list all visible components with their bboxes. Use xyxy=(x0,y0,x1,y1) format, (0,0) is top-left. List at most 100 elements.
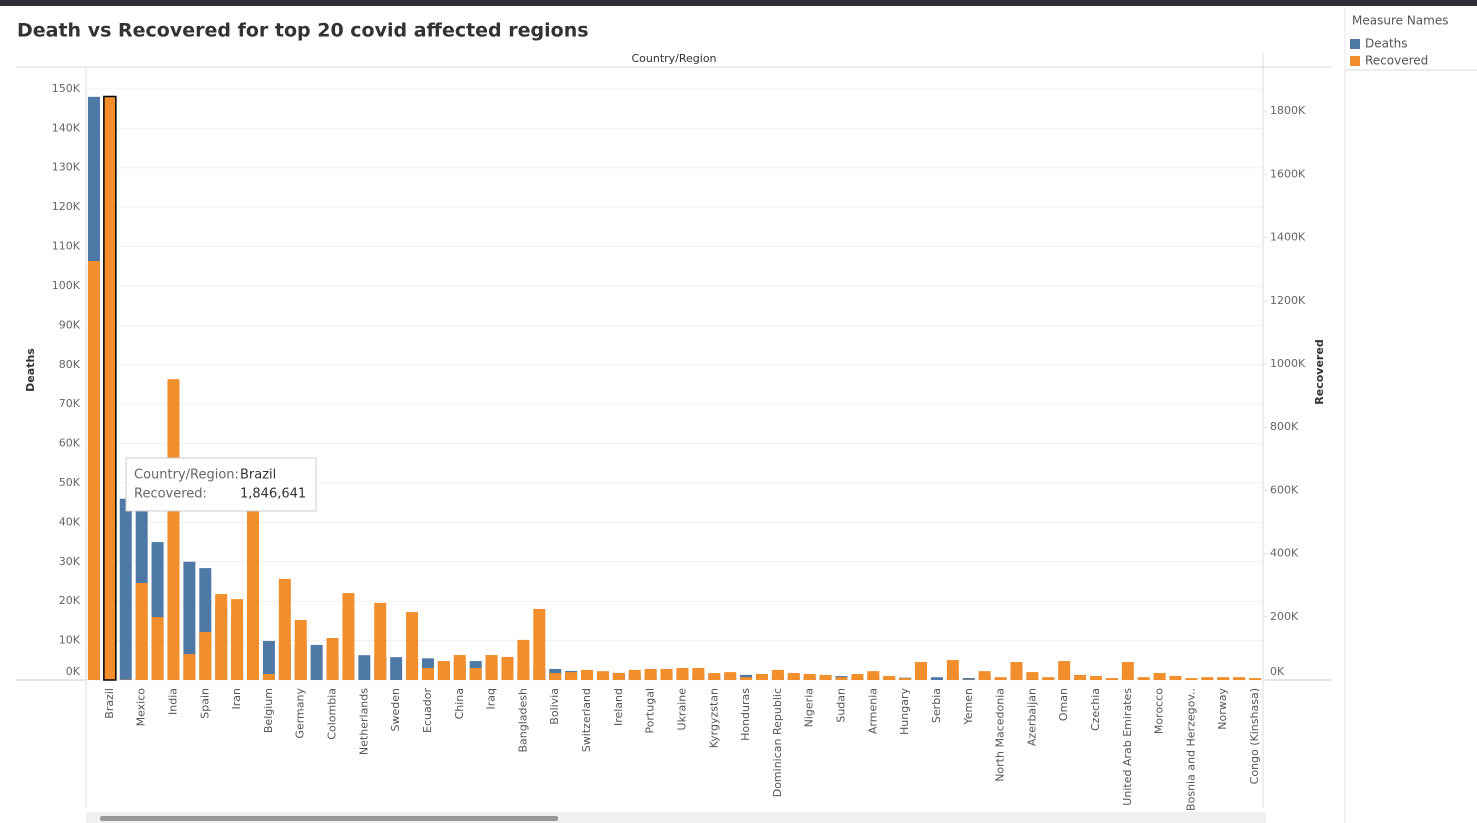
y-tick-label: 50K xyxy=(59,476,81,489)
bar xyxy=(485,655,498,680)
legend-swatch xyxy=(1350,39,1360,49)
y2-tick-label: 400K xyxy=(1270,547,1299,560)
bar xyxy=(199,631,212,680)
y-tick-label: 130K xyxy=(52,161,81,174)
y2-tick-label: 600K xyxy=(1270,483,1299,496)
y-tick-label: 0K xyxy=(66,665,81,678)
x-tick-label: Iraq xyxy=(485,688,498,710)
x-tick-label: Norway xyxy=(1216,688,1229,730)
y2-tick-label: 200K xyxy=(1270,610,1299,623)
bar xyxy=(326,637,339,680)
legend-swatch xyxy=(1350,56,1360,66)
bar xyxy=(1217,677,1230,680)
bar xyxy=(1010,661,1023,680)
bar xyxy=(119,498,132,680)
bar xyxy=(421,667,434,680)
bar xyxy=(262,673,275,680)
bar xyxy=(994,677,1007,680)
bar xyxy=(501,656,514,680)
bar xyxy=(183,561,196,680)
x-tick-label: North Macedonia xyxy=(994,688,1007,782)
top-bar xyxy=(0,0,1477,6)
x-tick-label: Sweden xyxy=(389,688,402,731)
bar xyxy=(390,657,403,680)
bar xyxy=(946,660,959,680)
y2-tick-label: 0K xyxy=(1270,665,1285,678)
x-tick-label: Portugal xyxy=(644,688,657,734)
x-tick-label: Congo (Kinshasa) xyxy=(1248,688,1261,784)
bar xyxy=(1074,674,1087,680)
legend-label: Recovered xyxy=(1365,54,1428,68)
y2-tick-label: 1000K xyxy=(1270,357,1306,370)
x-tick-label: Bangladesh xyxy=(516,688,529,753)
bar xyxy=(596,671,609,680)
x-tick-label: Hungary xyxy=(898,688,911,735)
tooltip-value: Brazil xyxy=(240,468,276,483)
y-tick-label: 70K xyxy=(59,397,81,410)
bar xyxy=(1089,675,1102,680)
bar xyxy=(374,602,387,680)
y-tick-label: 80K xyxy=(59,358,81,371)
y-tick-label: 120K xyxy=(52,200,81,213)
x-tick-label: Kyrgyzstan xyxy=(707,688,720,748)
bar xyxy=(1233,677,1246,680)
tooltip-key: Recovered: xyxy=(134,487,207,502)
x-tick-label: Ecuador xyxy=(421,688,434,733)
chart-title: Death vs Recovered for top 20 covid affe… xyxy=(17,20,589,42)
y-tick-label: 10K xyxy=(59,634,81,647)
y-tick-label: 110K xyxy=(52,240,81,253)
bar xyxy=(231,599,244,680)
scrollbar-track[interactable] xyxy=(86,812,1266,823)
bar xyxy=(565,672,578,680)
bar xyxy=(1153,673,1166,680)
x-tick-label: China xyxy=(453,688,466,719)
x-tick-label: Belgium xyxy=(262,688,275,733)
x-tick-label: Brazil xyxy=(103,688,116,719)
y2-tick-label: 800K xyxy=(1270,420,1299,433)
bar xyxy=(978,671,991,680)
x-tick-label: Ireland xyxy=(612,688,625,726)
bar xyxy=(247,497,260,680)
bar xyxy=(278,578,291,680)
bar xyxy=(1121,661,1134,680)
bar xyxy=(660,668,673,680)
x-tick-label: Germany xyxy=(294,688,307,739)
bar xyxy=(1201,677,1214,680)
bar xyxy=(899,678,912,680)
y-tick-label: 90K xyxy=(59,318,81,331)
y2-axis-title: Recovered xyxy=(1313,339,1326,404)
bar xyxy=(835,677,848,680)
bar xyxy=(1185,678,1198,680)
bar xyxy=(437,661,450,680)
bar xyxy=(1169,675,1182,680)
bar xyxy=(803,673,816,680)
bar xyxy=(628,669,641,680)
x-tick-label: Czechia xyxy=(1089,688,1102,731)
x-tick-label: Serbia xyxy=(930,688,943,723)
bar xyxy=(87,261,100,680)
tooltip-value: 1,846,641 xyxy=(240,487,306,502)
legend-title: Measure Names xyxy=(1352,14,1448,28)
bar xyxy=(883,675,896,680)
x-tick-label: Ukraine xyxy=(675,688,688,731)
y2-tick-label: 1200K xyxy=(1270,294,1306,307)
x-tick-label: India xyxy=(166,688,179,715)
bar xyxy=(612,673,625,680)
bar xyxy=(151,617,164,680)
y-tick-label: 60K xyxy=(59,437,81,450)
bar xyxy=(1042,677,1055,680)
x-tick-label: Sudan xyxy=(835,688,848,723)
x-tick-label: Honduras xyxy=(739,688,752,741)
bar xyxy=(453,655,466,680)
x-tick-label: Mexico xyxy=(135,688,148,727)
y-tick-label: 140K xyxy=(52,121,81,134)
y-tick-label: 150K xyxy=(52,82,81,95)
scrollbar-thumb[interactable] xyxy=(100,816,558,821)
tooltip-key: Country/Region: xyxy=(134,468,239,483)
x-tick-label: Iran xyxy=(230,688,243,710)
bar xyxy=(1137,677,1150,680)
y2-tick-label: 1400K xyxy=(1270,231,1306,244)
legend-label: Deaths xyxy=(1365,37,1408,51)
